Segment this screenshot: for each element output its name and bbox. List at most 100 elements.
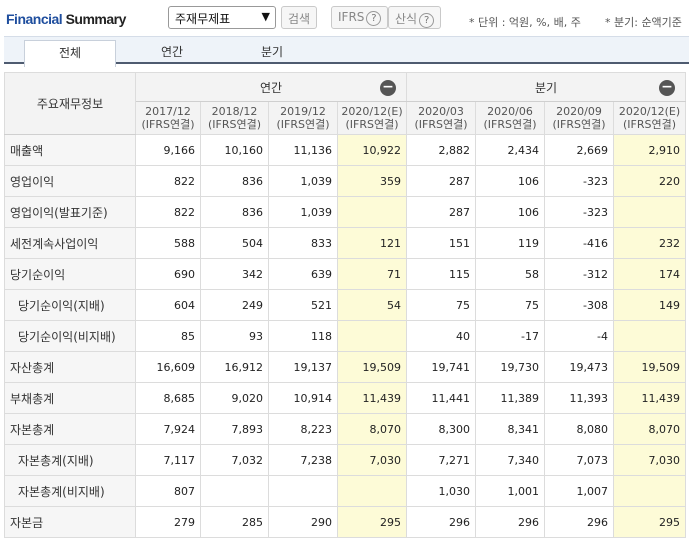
formula-help-button[interactable]: 산식? xyxy=(388,6,442,29)
table-cell: 7,340 xyxy=(475,444,545,476)
table-cell: 249 xyxy=(200,289,269,321)
table-cell: 75 xyxy=(475,289,545,321)
collapse-quarter-icon[interactable]: − xyxy=(659,80,675,96)
table-cell: 11,136 xyxy=(268,134,338,166)
table-row: 자본총계(비지배) 807 1,030 1,001 1,007 xyxy=(4,475,686,507)
table-cell: 7,032 xyxy=(200,444,269,476)
table-cell: 8,070 xyxy=(613,413,686,445)
table-row: 당기순이익(지배) 604 249 521 54 75 75 -308 149 xyxy=(4,289,686,321)
table-cell: 10,922 xyxy=(337,134,407,166)
table-cell: 833 xyxy=(268,227,338,259)
table-cell: 75 xyxy=(406,289,476,321)
table-cell: 7,924 xyxy=(135,413,201,445)
table-cell: 359 xyxy=(337,165,407,197)
table-cell: 11,441 xyxy=(406,382,476,414)
table-cell: 149 xyxy=(613,289,686,321)
table-cell: 7,030 xyxy=(613,444,686,476)
table-cell: 639 xyxy=(268,258,338,290)
column-date: 2017/12 xyxy=(145,105,191,118)
table-cell: 10,914 xyxy=(268,382,338,414)
table-cell: 1,007 xyxy=(544,475,614,507)
statement-type-value: 주재무제표 xyxy=(175,12,231,26)
table-row: 자산총계 16,609 16,912 19,137 19,509 19,741 19,730… xyxy=(4,351,686,383)
table-body: 매출액 9,166 10,160 11,136 10,922 2,882 2,434 2,66… xyxy=(4,134,686,538)
table-cell: 7,073 xyxy=(544,444,614,476)
column-header: 2018/12 (IFRS연결) xyxy=(200,101,269,135)
tab-quarter[interactable]: 분기 xyxy=(260,45,284,59)
table-cell: 174 xyxy=(613,258,686,290)
table-cell: 7,030 xyxy=(337,444,407,476)
table-cell: 71 xyxy=(337,258,407,290)
table-cell: 85 xyxy=(135,320,201,352)
column-date: 2020/12(E) xyxy=(618,105,681,118)
table-cell: 504 xyxy=(200,227,269,259)
annual-group-header: 연간 − xyxy=(135,72,407,102)
financial-summary-table: 주요재무정보 연간 − 분기 − 2017/12 (IFRS연결) 2018/12(… xyxy=(4,72,686,538)
table-cell: -323 xyxy=(544,196,614,228)
table-cell: 1,030 xyxy=(406,475,476,507)
column-date: 2018/12 xyxy=(211,105,258,118)
row-label: 자본총계(지배) xyxy=(4,444,136,476)
column-header: 2017/12 (IFRS연결) xyxy=(135,101,201,135)
table-cell: 296 xyxy=(406,506,476,538)
table-cell xyxy=(613,320,686,352)
table-cell: 8,685 xyxy=(135,382,201,414)
tab-annual[interactable]: 연간 xyxy=(160,45,184,59)
statement-type-select[interactable]: 주재무제표 ▼ xyxy=(168,6,276,29)
row-label: 당기순이익(비지배) xyxy=(4,320,136,352)
table-row: 자본금 279 285 290 295 296 296 296 295 xyxy=(4,506,686,538)
table-cell: 2,882 xyxy=(406,134,476,166)
collapse-annual-icon[interactable]: − xyxy=(380,80,396,96)
table-cell: 232 xyxy=(613,227,686,259)
table-cell xyxy=(613,475,686,507)
table-cell: 290 xyxy=(268,506,338,538)
search-button[interactable]: 검색 xyxy=(281,6,318,29)
quarter-group-header: 분기 − xyxy=(406,72,686,102)
column-basis: (IFRS연결) xyxy=(207,118,262,131)
tab-all[interactable]: 전체 xyxy=(24,40,116,67)
table-cell: 822 xyxy=(135,196,201,228)
column-date: 2020/12(E) xyxy=(341,105,403,118)
table-cell: 1,039 xyxy=(268,165,338,197)
table-cell: 2,910 xyxy=(613,134,686,166)
table-cell: 279 xyxy=(135,506,201,538)
table-cell: 8,300 xyxy=(406,413,476,445)
table-cell xyxy=(613,196,686,228)
table-cell: 118 xyxy=(268,320,338,352)
table-cell: 8,223 xyxy=(268,413,338,445)
annual-group-label: 연간 xyxy=(259,80,283,95)
column-header: 2019/12 (IFRS연결) xyxy=(268,101,338,135)
table-cell: -312 xyxy=(544,258,614,290)
table-cell: 1,039 xyxy=(268,196,338,228)
table-cell: 19,509 xyxy=(613,351,686,383)
table-cell: 2,669 xyxy=(544,134,614,166)
table-cell: 16,912 xyxy=(200,351,269,383)
table-cell: 93 xyxy=(200,320,269,352)
table-cell: 822 xyxy=(135,165,201,197)
ifrs-help-button[interactable]: IFRS? xyxy=(331,6,389,29)
column-date: 2020/03 xyxy=(418,105,464,118)
row-label: 매출액 xyxy=(4,134,136,166)
row-label: 영업이익(발표기준) xyxy=(4,196,136,228)
table-row: 부채총계 8,685 9,020 10,914 11,439 11,441 11,389 11… xyxy=(4,382,686,414)
table-cell: 9,020 xyxy=(200,382,269,414)
table-cell: 604 xyxy=(135,289,201,321)
table-cell: 807 xyxy=(135,475,201,507)
column-date: 2020/06 xyxy=(487,105,533,118)
column-header: 2020/12(E) (IFRS연결) xyxy=(613,101,686,135)
table-cell: 9,166 xyxy=(135,134,201,166)
table-cell: -323 xyxy=(544,165,614,197)
table-cell: 287 xyxy=(406,165,476,197)
row-header: 주요재무정보 xyxy=(4,72,136,135)
table-cell: -308 xyxy=(544,289,614,321)
table-cell: 19,509 xyxy=(337,351,407,383)
column-date: 2019/12 xyxy=(280,105,326,118)
table-cell: 106 xyxy=(475,165,545,197)
table-cell: 296 xyxy=(544,506,614,538)
table-cell: 121 xyxy=(337,227,407,259)
formula-button-label: 산식 xyxy=(395,12,418,26)
table-cell: -416 xyxy=(544,227,614,259)
table-cell: 106 xyxy=(475,196,545,228)
column-basis: (IFRS연결) xyxy=(483,118,537,131)
row-label: 자본금 xyxy=(4,506,136,538)
